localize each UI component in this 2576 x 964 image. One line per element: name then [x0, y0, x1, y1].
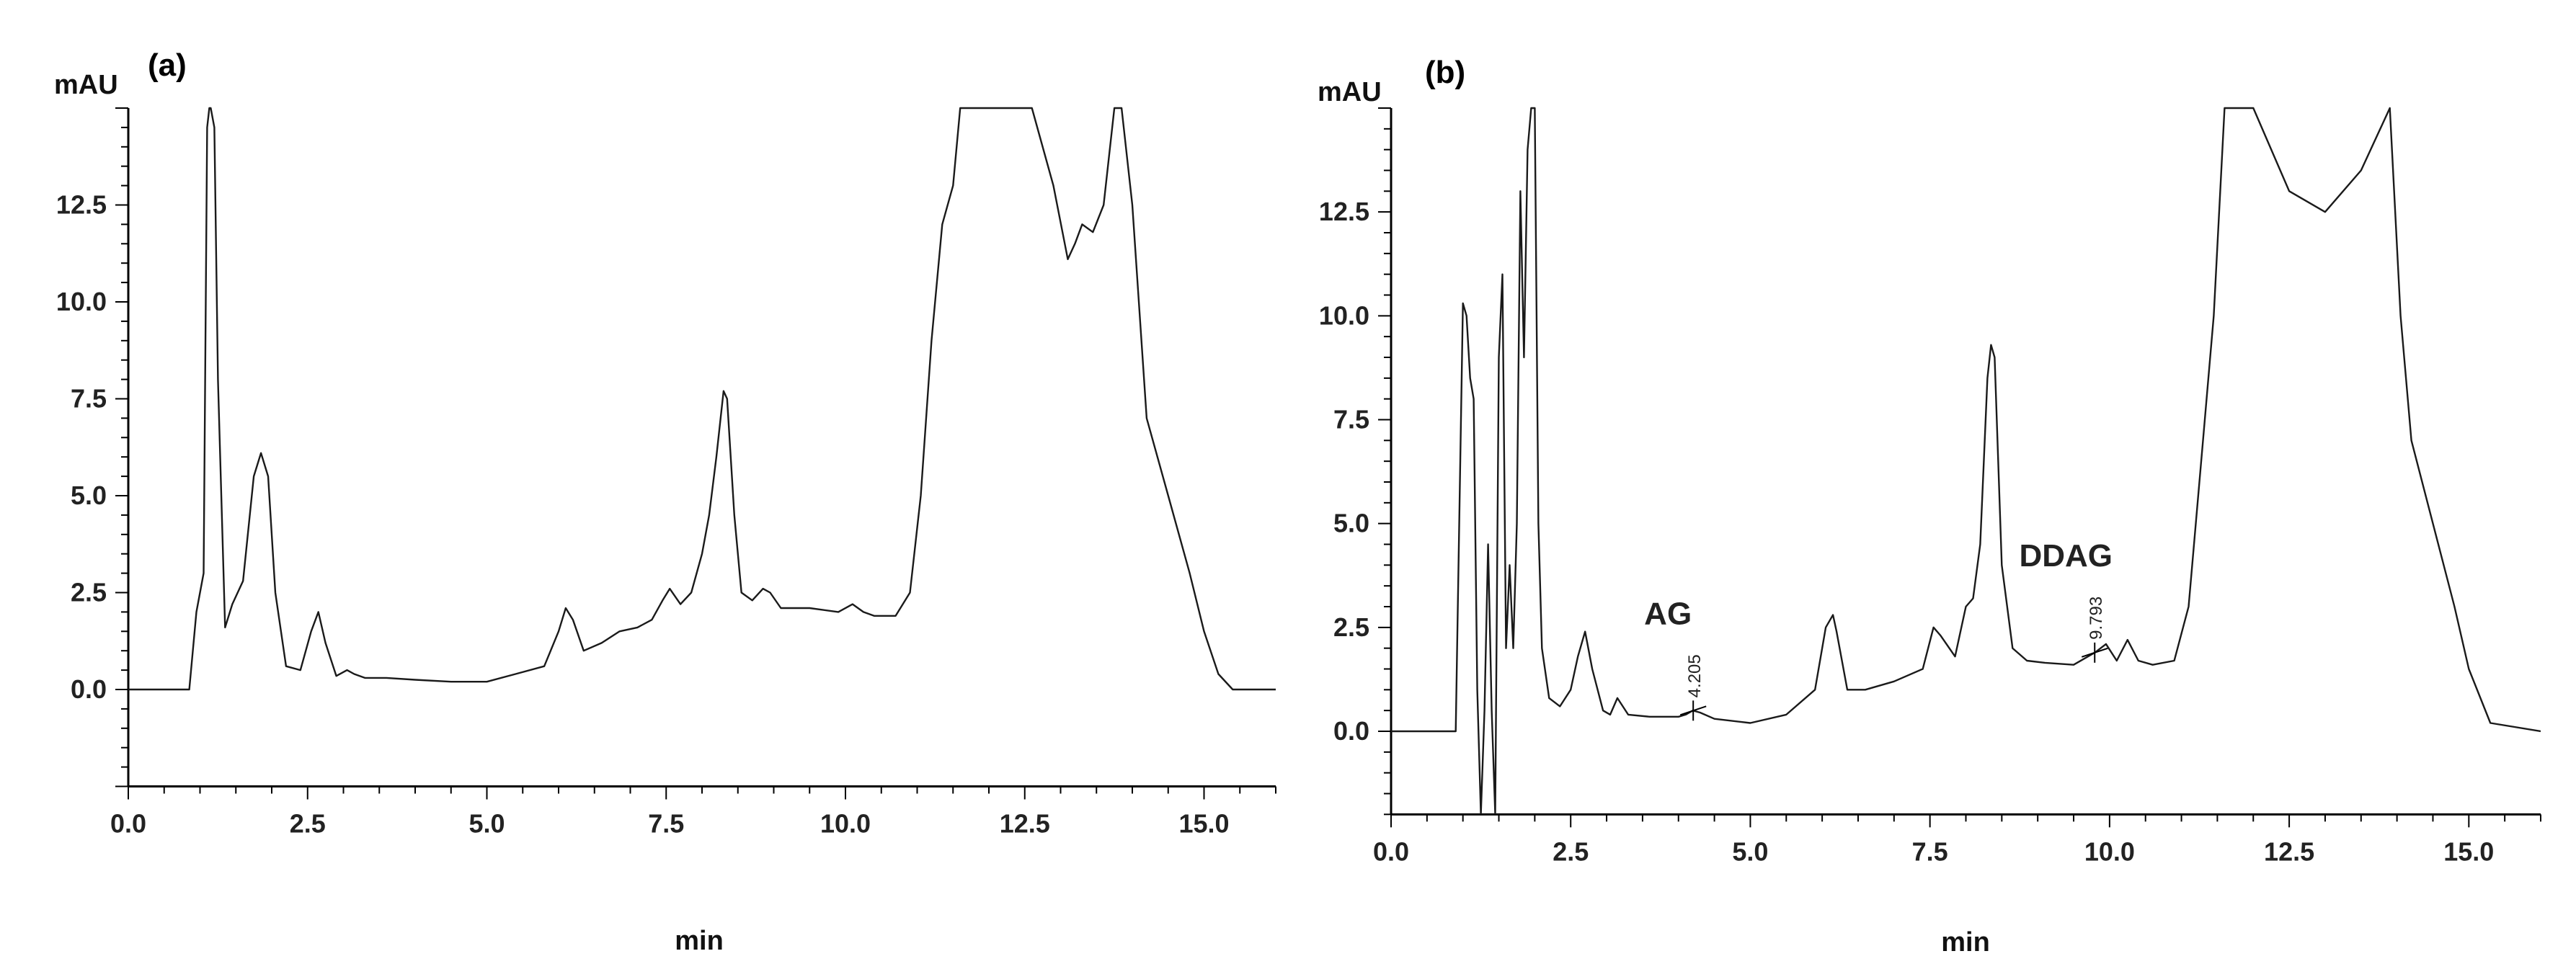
retention-time-label: 4.205 [1685, 654, 1705, 697]
y-tick-label: 12.5 [56, 190, 107, 220]
y-tick-label: 5.0 [1333, 509, 1369, 538]
chart-panel-a: 0.0 2.5 5.0 7.5 10.0 12.5 0.0 2.5 5.0 7.5 10.0 12.5… [54, 48, 1276, 956]
x-tick-label: 5.0 [1732, 836, 1768, 866]
x-tick-label: 2.5 [1553, 836, 1589, 866]
x-tick-label: 0.0 [110, 809, 146, 839]
x-tick-label: 2.5 [290, 809, 326, 839]
y-tick-label: 0.0 [71, 674, 107, 704]
y-axis-title: mAU [54, 70, 118, 100]
y-axis-title: mAU [1318, 77, 1382, 107]
panel-label: (a) [148, 48, 187, 83]
panel-label: (b) [1425, 55, 1465, 90]
peak-label: AG [1644, 596, 1692, 631]
chart-panel-b: 0.0 2.5 5.0 7.5 10.0 12.5 0.0 2.5 5.0 7.5 10.0 12.5… [1318, 55, 2541, 958]
peak-label: DDAG [2019, 538, 2113, 574]
y-tick-label: 2.5 [71, 578, 107, 607]
x-tick-label: 5.0 [468, 809, 505, 839]
chromatogram-trace [1391, 107, 2541, 815]
x-tick-label: 7.5 [648, 809, 684, 839]
y-tick-label: 10.0 [1319, 300, 1369, 330]
retention-time-label: 9.793 [2087, 597, 2106, 640]
y-tick-label: 2.5 [1333, 612, 1369, 642]
x-tick-label: 12.5 [2264, 836, 2314, 866]
x-tick-label: 10.0 [820, 809, 871, 839]
x-tick-label: 0.0 [1373, 836, 1409, 866]
y-tick-label: 7.5 [71, 384, 107, 414]
y-tick-label: 0.0 [1333, 716, 1369, 746]
x-tick-label: 10.0 [2084, 836, 2135, 866]
x-tick-label: 7.5 [1912, 836, 1948, 866]
chromatogram-trace [128, 107, 1276, 691]
x-tick-label: 15.0 [1178, 809, 1229, 839]
x-axis-title: min [1941, 927, 1990, 958]
y-tick-label: 7.5 [1333, 405, 1369, 434]
y-tick-label: 10.0 [56, 287, 107, 316]
y-tick-label: 12.5 [1319, 197, 1369, 226]
x-axis-title: min [675, 926, 724, 956]
x-tick-label: 12.5 [1000, 809, 1050, 839]
y-tick-label: 5.0 [71, 481, 107, 510]
x-tick-label: 15.0 [2443, 836, 2494, 866]
